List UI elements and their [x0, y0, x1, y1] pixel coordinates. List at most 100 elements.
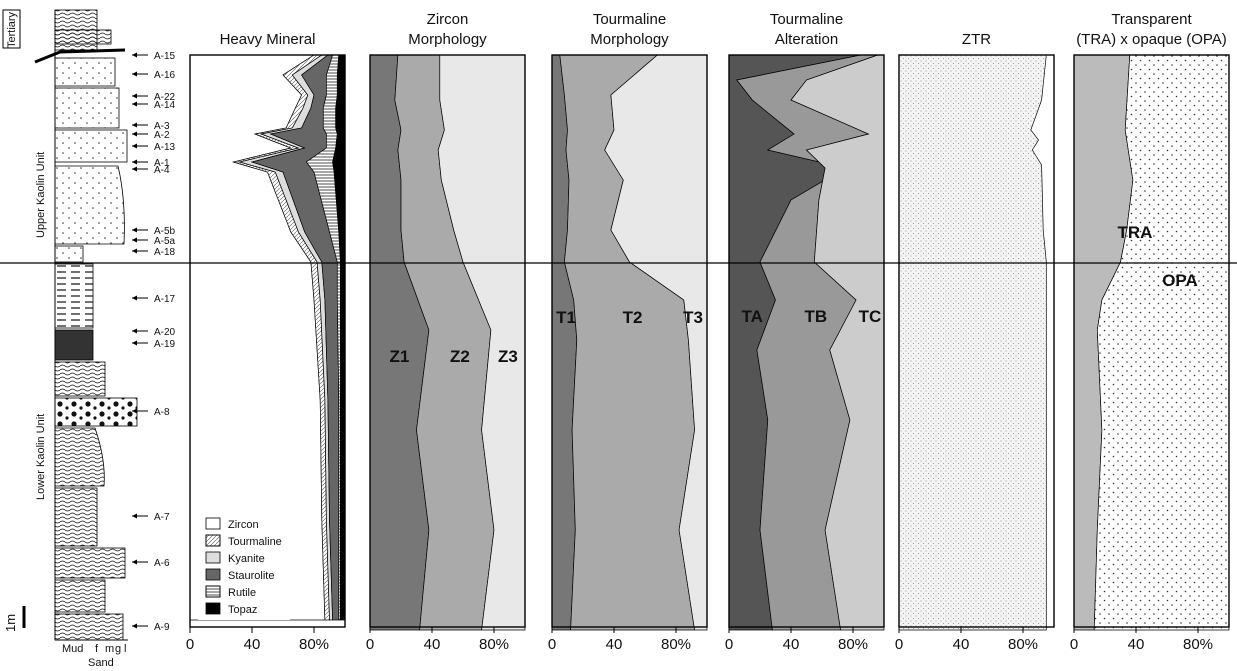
lith-lower-lamin-4: [54, 547, 126, 579]
x-tick-label-zircon-morphology-1: 40: [424, 636, 441, 653]
x-tick-label-tourmaline-morphology-1: 40: [606, 636, 623, 653]
x-tick-label-tourmaline-alteration-1: 40: [783, 636, 800, 653]
sample-arrowhead-a-15: [132, 52, 137, 58]
sample-label-a-18: A-18: [154, 247, 176, 258]
sample-arrowhead-a-13: [132, 143, 137, 149]
band-label-tb: TB: [804, 307, 827, 326]
x-tick-label-heavy-mineral-0: 0: [186, 636, 194, 653]
unit-label-tertiary: Tertiary: [6, 11, 18, 48]
lith-upper-4: [54, 165, 125, 245]
legend-swatch-pattern-rutile: [205, 585, 221, 598]
x-tick-label-tourmaline-alteration-2: 80%: [838, 636, 868, 653]
legend-label-staurolite: Staurolite: [228, 570, 274, 582]
x-tick-label-tourmaline-morphology-0: 0: [548, 636, 556, 653]
sample-label-a-7: A-7: [154, 512, 170, 523]
panel-title-tourmaline-morphology-line-1: Morphology: [590, 31, 669, 48]
panel-tourmaline-morphology: Tourmaline Morphology 0 40 80% T1 T2 T3: [548, 11, 708, 653]
panel-zircon-morphology: Zircon Morphology 0 40 80% Z1 Z2 Z3: [366, 11, 526, 653]
panel-heavy-mineral: Heavy Mineral 0 40 80%: [186, 31, 346, 653]
x-tick-label-tourmaline-morphology-2: 80%: [661, 636, 691, 653]
sample-arrowhead-a-9: [132, 623, 137, 629]
band-label-tc: TC: [859, 307, 882, 326]
unit-label-upper-kaolin: Upper Kaolin Unit: [35, 152, 47, 238]
sample-arrowhead-a-22: [132, 93, 137, 99]
sample-arrowhead-a-5a: [132, 237, 137, 243]
band-label-z2: Z2: [450, 347, 470, 366]
profile-panels: Heavy Mineral 0 40 80% Zircon Morphology 0 40 80…: [186, 11, 1230, 653]
lith-upper-5: [54, 245, 84, 263]
sample-arrowhead-a-18: [132, 248, 137, 254]
band-label-z1: Z1: [390, 347, 410, 366]
legend-swatch-staurolite: [205, 568, 221, 581]
sample-arrowhead-a-8: [132, 408, 137, 414]
sample-label-a-2: A-2: [154, 130, 170, 141]
panel-frame-ztr: [898, 54, 1055, 628]
panel-title-heavy-mineral-line-0: Heavy Mineral: [220, 31, 316, 48]
panel-title-transparent-tra-x-opaque-opa-line-0: Transparent: [1111, 11, 1192, 28]
sample-label-a-20: A-20: [154, 327, 176, 338]
sample-label-a-5b: A-5b: [154, 226, 176, 237]
x-tick-label-transparent-tra-x-opaque-opa-1: 40: [1128, 636, 1145, 653]
sample-arrowhead-a-7: [132, 513, 137, 519]
sample-arrowhead-a-1: [132, 159, 137, 165]
sample-arrowhead-a-6: [132, 559, 137, 565]
x-tick-label-ztr-2: 80%: [1008, 636, 1038, 653]
sample-label-a-13: A-13: [154, 142, 176, 153]
panel-title-tourmaline-morphology-line-0: Tourmaline: [593, 11, 666, 28]
sample-arrowhead-a-2: [132, 131, 137, 137]
lith-upper-2: [54, 87, 120, 129]
legend-background: [198, 512, 290, 620]
sample-label-a-8: A-8: [154, 407, 170, 418]
unit-label-lower-kaolin: Lower Kaolin Unit: [35, 414, 47, 500]
band-label-opa: OPA: [1162, 271, 1198, 290]
panel-title-ztr-line-0: ZTR: [962, 31, 991, 48]
sample-label-a-19: A-19: [154, 339, 176, 350]
sample-label-a-16: A-16: [154, 70, 176, 81]
legend-swatch-topaz: [205, 602, 221, 615]
lith-lower-lamin-2: [54, 427, 105, 487]
panel-transparent-tra-x-opaque-opa: Transparent (TRA) x opaque (OPA) 0 40 80% TRA…: [1070, 11, 1230, 653]
lith-lower-lamin-5: [54, 579, 106, 613]
sample-arrowhead-a-19: [132, 340, 137, 346]
grain-label-l: l: [124, 643, 126, 655]
x-tick-label-heavy-mineral-1: 40: [244, 636, 261, 653]
x-tick-label-zircon-morphology-2: 80%: [479, 636, 509, 653]
sample-arrowhead-a-16: [132, 71, 137, 77]
legend-label-tourmaline: Tourmaline: [228, 536, 282, 548]
legend-swatch-zircon: [205, 517, 221, 530]
sample-label-a-5a: A-5a: [154, 236, 176, 247]
band-label-tra: TRA: [1118, 223, 1153, 242]
band-label-ta: TA: [742, 307, 763, 326]
x-tick-label-heavy-mineral-2: 80%: [299, 636, 329, 653]
lith-lower-lamin-3: [54, 487, 98, 547]
sample-arrowhead-a-5b: [132, 227, 137, 233]
sample-arrowhead-a-3: [132, 122, 137, 128]
lith-lower-mud-1: [54, 263, 94, 329]
panel-frame-heavy-mineral: [189, 54, 346, 628]
legend-label-zircon: Zircon: [228, 519, 259, 531]
sample-label-a-3: A-3: [154, 121, 170, 132]
sample-label-a-9: A-9: [154, 622, 170, 633]
panel-ztr: ZTR 0 40 80%: [895, 31, 1055, 653]
sample-arrowhead-a-14: [132, 101, 137, 107]
band-pattern-transparent-tra-x-opaque-opa-opa: [1094, 55, 1229, 630]
sample-label-a-15: A-15: [154, 51, 176, 62]
lith-lower-pebble: [54, 397, 138, 427]
x-tick-label-transparent-tra-x-opaque-opa-0: 0: [1070, 636, 1078, 653]
sample-label-a-17: A-17: [154, 294, 176, 305]
band-label-z3: Z3: [498, 347, 518, 366]
legend-label-kyanite: Kyanite: [228, 553, 265, 565]
lith-lower-dark: [54, 329, 94, 361]
sample-label-a-14: A-14: [154, 100, 176, 111]
grain-label-f: f: [95, 643, 99, 655]
sample-arrowhead-a-20: [132, 328, 137, 334]
x-tick-label-transparent-tra-x-opaque-opa-2: 80%: [1183, 636, 1213, 653]
tertiary-label-box: [2, 9, 21, 49]
sample-label-a-4: A-4: [154, 165, 170, 176]
band-label-t3: T3: [683, 308, 703, 327]
legend-label-rutile: Rutile: [228, 587, 256, 599]
panel-title-transparent-tra-x-opaque-opa-line-1: (TRA) x opaque (OPA): [1076, 31, 1227, 48]
band-label-t1: T1: [556, 308, 576, 327]
x-tick-label-tourmaline-alteration-0: 0: [725, 636, 733, 653]
